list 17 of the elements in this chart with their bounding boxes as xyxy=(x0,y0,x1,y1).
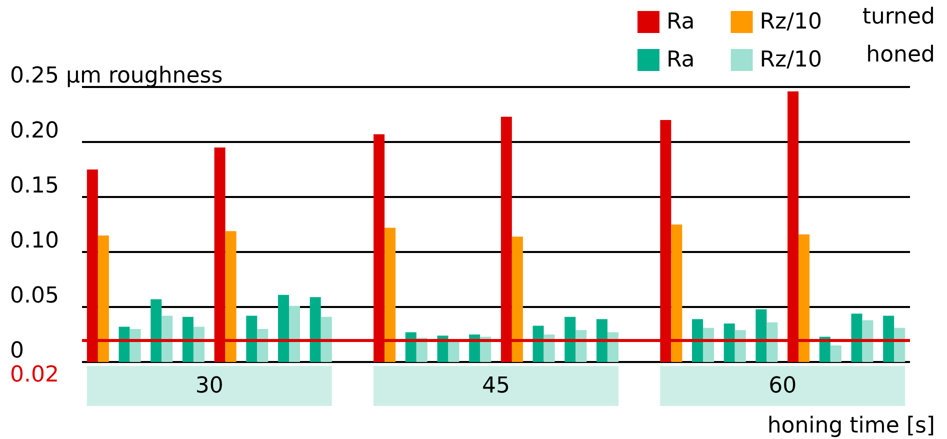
legend-label: Rz/10 xyxy=(760,48,822,72)
y-tick-label: 0.05 xyxy=(10,284,59,308)
text: honed xyxy=(866,42,936,68)
y-tick-label: 0.15 xyxy=(10,174,59,198)
y-tick-label: 0 xyxy=(10,338,24,364)
y-tick-label: 0.25 µm roughness xyxy=(10,64,223,88)
y-tick-label: 0.10 xyxy=(10,228,59,254)
y-tick-label: 0.20 xyxy=(10,118,59,144)
text: turned xyxy=(862,4,935,30)
legend-label: Rz/10 xyxy=(760,10,822,34)
text: 60 xyxy=(768,374,797,398)
text: 45 xyxy=(482,374,510,398)
ref-line-label: 0.02 xyxy=(10,362,59,388)
legend-label: Ra xyxy=(666,48,695,72)
x-axis-title: honing time [s] xyxy=(767,414,935,438)
text: 30 xyxy=(195,374,224,398)
legend-label: Ra xyxy=(666,10,695,34)
